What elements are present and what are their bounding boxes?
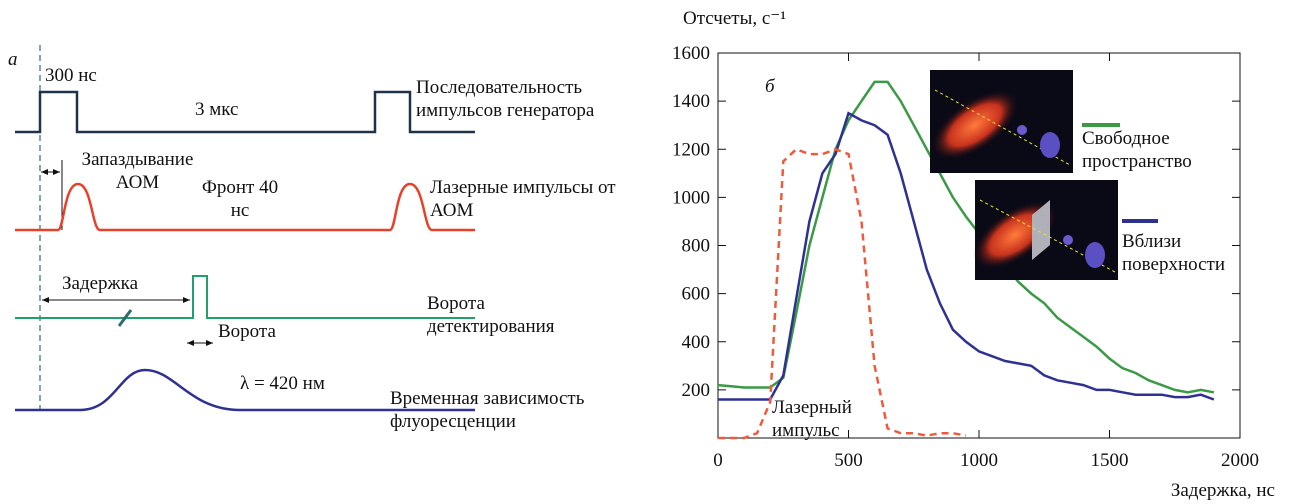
y-tick-label: 1000	[672, 187, 710, 208]
x-tick-label: 1000	[960, 450, 998, 471]
detection-label: Ворота детектирования	[427, 292, 612, 338]
front-label: Фронт 40 нс	[195, 176, 285, 222]
x-axis-label: Задержка, нс	[1171, 480, 1275, 501]
y-tick-label: 1600	[672, 43, 710, 64]
x-tick-label: 1500	[1091, 450, 1129, 471]
gate-label: Ворота	[218, 320, 276, 343]
legend-label: Вблизи поверхности	[1122, 230, 1262, 276]
y-tick-label: 400	[682, 332, 711, 353]
y-tick-label: 1400	[672, 91, 710, 112]
generator-pulses	[15, 92, 475, 132]
pulse-width: 300 нс	[45, 64, 97, 87]
figure: 200 400 600 800 1000 1200 1400 1600 0 500 1000 1500…	[0, 0, 1289, 504]
panel-label: б	[765, 76, 776, 97]
generator-label: Последовательность импульсов генератора	[416, 76, 661, 122]
y-tick-label: 600	[682, 284, 711, 305]
panel-label: а	[8, 48, 18, 71]
inset-free-space	[920, 70, 1073, 173]
period: 3 мкс	[195, 98, 238, 121]
aom-delay-label: Запаздывание АОМ	[65, 148, 210, 194]
y-axis-label: Отсчеты, с⁻¹	[683, 8, 786, 29]
x-tick-label: 0	[713, 450, 723, 471]
y-tick-label: 200	[682, 380, 711, 401]
x-tick-label: 500	[834, 450, 863, 471]
laser-label: Лазерные импульсы от АОМ	[430, 176, 630, 222]
x-tick-label: 2000	[1221, 450, 1259, 471]
fluorescence-label: Временная зависимость флуоресценции	[390, 387, 650, 433]
legend-label: Свободное пространство	[1082, 127, 1252, 173]
inset-near-surface	[962, 180, 1118, 282]
wavelength-label: λ = 420 нм	[240, 372, 325, 395]
delay-label: Задержка	[62, 272, 138, 295]
y-tick-label: 1200	[672, 139, 710, 160]
series-line	[718, 149, 966, 438]
y-tick-label: 800	[682, 236, 711, 257]
annotation: Лазерный импульс	[772, 396, 882, 442]
